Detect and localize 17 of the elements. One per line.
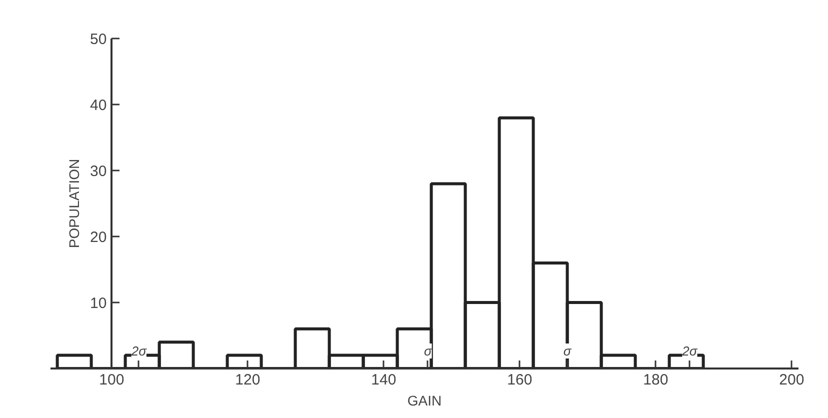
x-tick-label: 200 [779, 372, 804, 388]
y-tick-label: 10 [90, 295, 107, 312]
x-axis-title: GAIN [407, 392, 442, 408]
annotation: 2σ [130, 344, 148, 358]
y-tick-label: 40 [90, 97, 107, 114]
x-tick-label: 140 [371, 372, 396, 388]
annotation: σ [424, 344, 433, 358]
y-tick-label: 30 [90, 163, 107, 180]
x-tick-label: 160 [507, 372, 532, 388]
x-tick-label: 100 [99, 372, 124, 388]
y-axis-title: POPULATION [66, 158, 82, 248]
annotation: 2σ [681, 344, 698, 358]
y-tick-label: 50 [90, 31, 107, 48]
y-tick-label: 20 [90, 229, 107, 246]
x-tick-label: 120 [235, 372, 260, 388]
x-tick-label: 180 [643, 372, 668, 388]
annotation: σ [563, 344, 572, 358]
